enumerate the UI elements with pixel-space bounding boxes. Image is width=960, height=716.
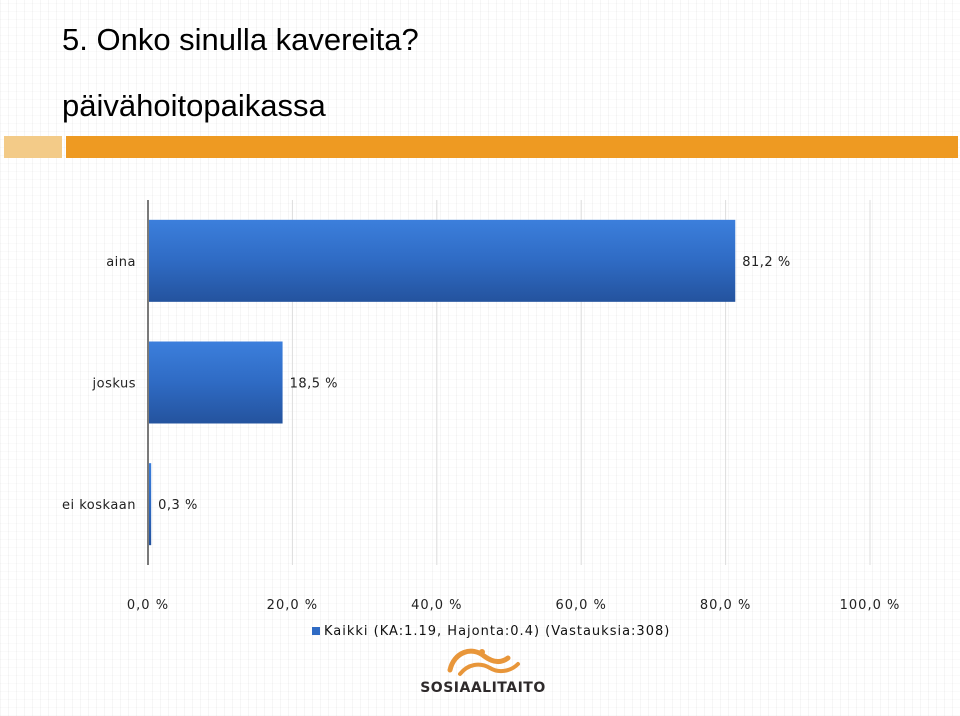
category-label: joskus bbox=[92, 377, 136, 392]
data-label: 0,3 % bbox=[158, 498, 198, 513]
x-tick-label: 20,0 % bbox=[267, 598, 318, 613]
data-label: 81,2 % bbox=[742, 255, 790, 270]
legend-swatch bbox=[312, 627, 320, 635]
sosiaalitaito-logo: SOSIAALITAITO bbox=[410, 642, 556, 702]
x-tick-labels: 0,0 % 20,0 % 40,0 % 60,0 % 80,0 % 100,0 % bbox=[127, 598, 901, 613]
x-tick-label: 60,0 % bbox=[555, 598, 606, 613]
accent-stripe-large bbox=[66, 136, 958, 158]
x-tick-label: 0,0 % bbox=[127, 598, 169, 613]
value-labels: 81,2 % 18,5 % 0,3 % bbox=[158, 255, 790, 513]
bars bbox=[149, 219, 736, 546]
legend-label: Kaikki (KA:1.19, Hajonta:0.4) (Vastauksi… bbox=[324, 623, 671, 639]
bar bbox=[149, 341, 283, 424]
bar-chart: aina joskus ei koskaan 81,2 % 18,5 % 0,3 % 0… bbox=[62, 200, 901, 613]
category-label: aina bbox=[106, 255, 136, 270]
legend: Kaikki (KA:1.19, Hajonta:0.4) (Vastauksi… bbox=[312, 622, 670, 640]
category-labels: aina joskus ei koskaan bbox=[62, 255, 136, 513]
category-label: ei koskaan bbox=[62, 498, 136, 513]
x-tick-label: 80,0 % bbox=[700, 598, 751, 613]
slide-subtitle: päivähoitopaikassa bbox=[62, 88, 326, 123]
logo-text: SOSIAALITAITO bbox=[420, 680, 546, 696]
accent-stripe-small bbox=[4, 136, 62, 158]
x-tick-label: 100,0 % bbox=[840, 598, 901, 613]
bar bbox=[149, 463, 152, 546]
slide-title: 5. Onko sinulla kavereita? bbox=[62, 22, 419, 57]
logo-swirl-icon bbox=[447, 648, 520, 676]
bar bbox=[149, 219, 736, 302]
data-label: 18,5 % bbox=[290, 377, 338, 392]
x-tick-label: 40,0 % bbox=[411, 598, 462, 613]
